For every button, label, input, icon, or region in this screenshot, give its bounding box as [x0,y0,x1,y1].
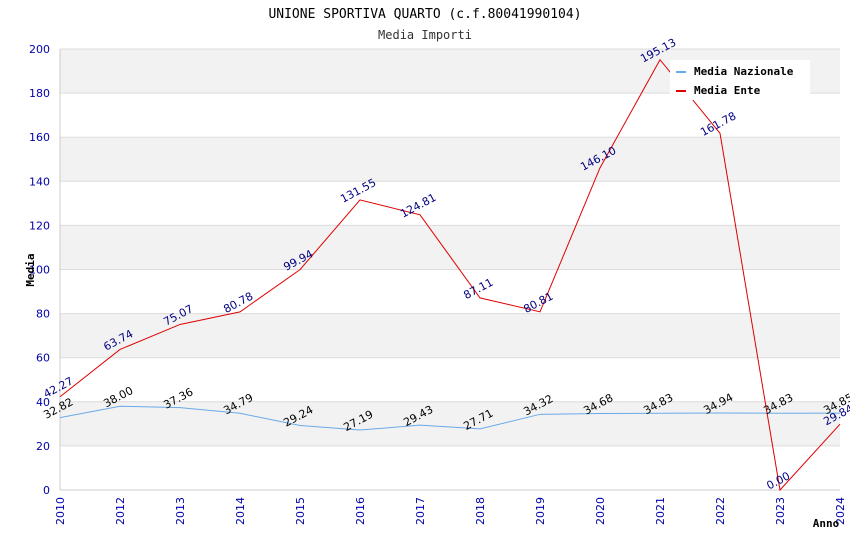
series-group [59,58,841,492]
y-tick-label: 100 [29,264,50,277]
x-tick-label: 2021 [654,497,667,525]
x-tick-label: 2017 [414,497,427,525]
x-tick-label: 2023 [774,497,787,525]
x-tick-label: 2013 [174,497,187,525]
y-tick-label: 40 [36,396,50,409]
chart-subtitle: Media Importi [378,28,472,42]
y-tick-label: 60 [36,352,50,365]
series-line-ente [59,58,841,492]
legend-label-ente: Media Ente [694,84,761,97]
y-axis-label: Media [24,253,37,286]
x-tick-label: 2018 [474,497,487,525]
y-axis-ticks: 0 20 40 60 80 100 120 140 160 180 200 [29,43,50,497]
x-tick-label: 2014 [234,497,247,525]
x-tick-label: 2020 [594,497,607,525]
legend-label-nazionale: Media Nazionale [694,65,794,78]
x-tick-label: 2010 [54,497,67,525]
grid-band [60,313,840,358]
x-tick-label: 2015 [294,497,307,525]
x-axis-label: Anno [813,517,840,530]
grid-band [60,269,840,314]
y-tick-label: 120 [29,219,50,232]
legend-box [670,60,810,100]
grid-bands [59,48,840,491]
x-axis-ticks: 2010 2012 2013 2014 2015 2016 2017 2018 2019 2020… [54,497,847,525]
grid-band [60,445,840,490]
y-tick-label: 200 [29,43,50,56]
x-tick-label: 2024 [834,497,847,525]
grid-band [60,401,840,446]
y-tick-label: 160 [29,131,50,144]
grid-band [60,181,840,226]
x-tick-label: 2012 [114,497,127,525]
grid-band [60,93,840,138]
grid-band [60,357,840,402]
y-tick-label: 80 [36,308,50,321]
x-tick-label: 2022 [714,497,727,525]
y-tick-label: 140 [29,175,50,188]
legend: Media Nazionale Media Ente [670,60,810,100]
y-tick-label: 180 [29,87,50,100]
chart-title: UNIONE SPORTIVA QUARTO (c.f.80041990104) [268,7,581,22]
x-tick-label: 2016 [354,497,367,525]
y-tick-label: 0 [43,484,50,497]
grid-band [60,137,840,182]
x-tick-label: 2019 [534,497,547,525]
grid-band [60,225,840,270]
series-line-nazionale [59,405,841,431]
y-tick-label: 20 [36,440,50,453]
